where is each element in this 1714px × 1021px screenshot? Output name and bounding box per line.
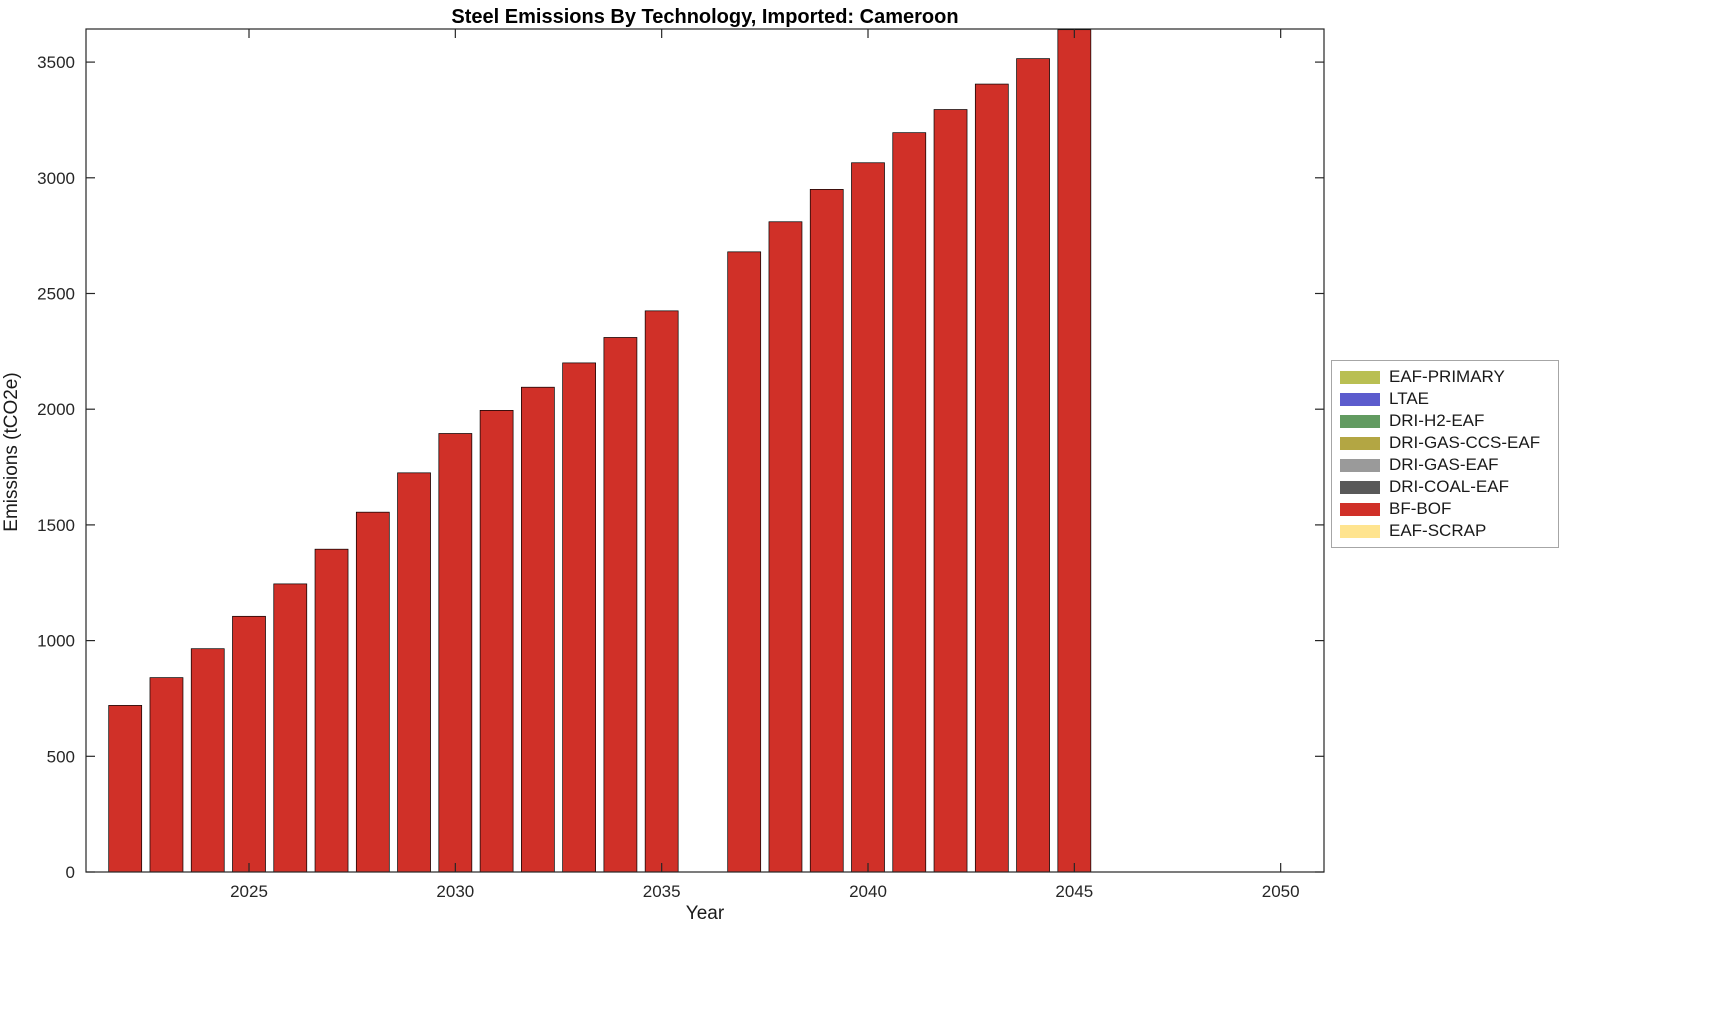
bar-2026	[273, 583, 308, 873]
x-tick-label: 2040	[849, 882, 887, 901]
legend-swatch	[1340, 502, 1380, 516]
y-tick-label: 1000	[37, 632, 75, 651]
x-tick-label: 2035	[643, 882, 681, 901]
legend-label: LTAE	[1389, 389, 1429, 408]
legend-item: DRI-COAL-EAF	[1332, 476, 1558, 498]
legend-swatch	[1340, 524, 1380, 538]
bar-2029	[397, 472, 431, 873]
legend-swatch	[1340, 414, 1380, 428]
bar-2044	[1016, 58, 1050, 873]
legend-swatch	[1340, 370, 1380, 384]
bar-2028	[355, 511, 390, 873]
bar-2035	[644, 310, 679, 873]
y-axis-label: Emissions (tCO2e)	[1, 372, 22, 532]
bar-2025	[232, 615, 266, 873]
bar-2043	[974, 83, 1009, 873]
x-axis-label: Year	[685, 903, 725, 924]
legend-label: EAF-SCRAP	[1389, 521, 1487, 540]
x-tick-label: 2025	[230, 882, 268, 901]
axes-box	[85, 28, 1325, 873]
bar-2042	[933, 109, 968, 873]
y-tick-label: 2000	[37, 400, 75, 419]
bar-2034	[603, 337, 638, 873]
bar-2027	[314, 548, 349, 873]
legend-item: DRI-H2-EAF	[1332, 410, 1558, 432]
bar-2045	[1057, 29, 1092, 873]
x-tick-label: 2030	[436, 882, 474, 901]
legend-swatch	[1340, 436, 1380, 450]
legend-item: DRI-GAS-EAF	[1332, 454, 1558, 476]
bar-2037	[727, 251, 762, 873]
legend-swatch	[1340, 392, 1380, 406]
bar-2024	[190, 648, 225, 873]
bar-2041	[892, 132, 927, 873]
bar-2032	[521, 386, 555, 873]
legend-item: DRI-GAS-CCS-EAF	[1332, 432, 1558, 454]
bar-2031	[479, 410, 514, 873]
legend-label: DRI-GAS-EAF	[1389, 455, 1499, 474]
legend-label: DRI-H2-EAF	[1389, 411, 1485, 430]
x-tick-label: 2045	[1055, 882, 1093, 901]
y-tick-label: 0	[66, 863, 75, 882]
y-tick-label: 500	[47, 747, 75, 766]
x-tick-label: 2050	[1262, 882, 1300, 901]
legend-item: EAF-PRIMARY	[1332, 366, 1558, 388]
legend-swatch	[1340, 480, 1380, 494]
legend-item: BF-BOF	[1332, 498, 1558, 520]
legend: EAF-PRIMARY LTAE DRI-H2-EAF DRI-GAS-CCS-EAF…	[1331, 360, 1559, 548]
y-tick-label: 1500	[37, 516, 75, 535]
bar-2030	[438, 433, 473, 873]
legend-label: EAF-PRIMARY	[1389, 367, 1505, 386]
bar-2038	[768, 221, 803, 873]
y-tick-label: 3500	[37, 53, 75, 72]
y-tick-label: 3000	[37, 169, 75, 188]
bar-2022	[108, 705, 143, 873]
legend-label: BF-BOF	[1389, 499, 1452, 518]
legend-item: LTAE	[1332, 388, 1558, 410]
chart-title: Steel Emissions By Technology, Imported:…	[451, 6, 959, 28]
bar-2039	[809, 189, 844, 873]
legend-label: DRI-GAS-CCS-EAF	[1389, 433, 1541, 452]
bar-2023	[149, 677, 184, 873]
bar-2040	[851, 162, 885, 873]
legend-swatch	[1340, 458, 1380, 472]
y-tick-label: 2500	[37, 284, 75, 303]
legend-item: EAF-SCRAP	[1332, 520, 1558, 542]
legend-label: DRI-COAL-EAF	[1389, 477, 1509, 496]
bar-2033	[562, 362, 596, 873]
